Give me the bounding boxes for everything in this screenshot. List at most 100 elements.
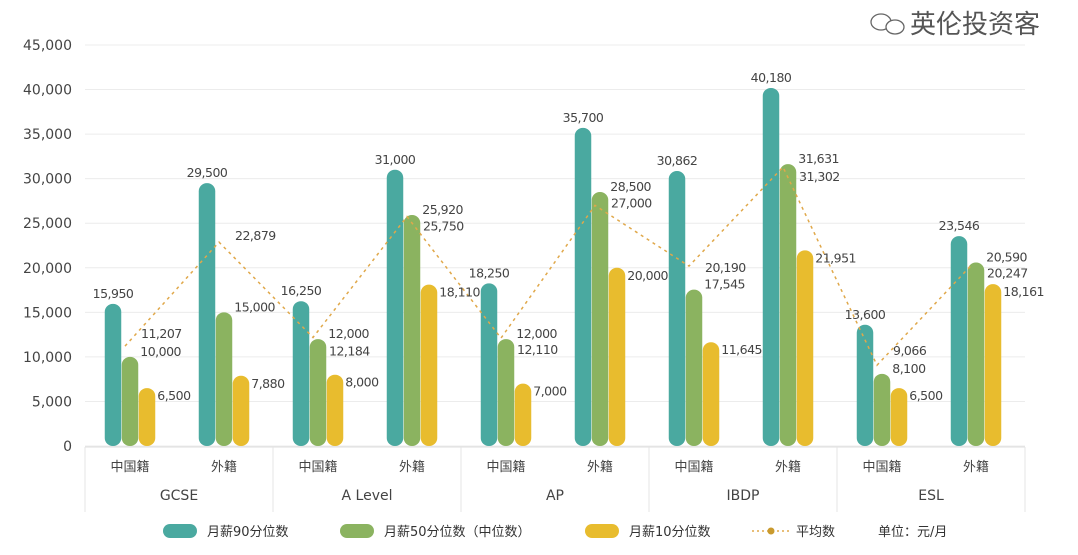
- bar: [967, 262, 985, 446]
- data-label: 40,180: [751, 70, 792, 85]
- data-label: 20,590: [986, 250, 1027, 265]
- data-label: 31,631: [798, 151, 839, 166]
- legend-label: 月薪50分位数（中位数）: [384, 525, 531, 540]
- legend-marker: [767, 527, 775, 535]
- x-category-label: 中国籍: [674, 459, 713, 475]
- bar: [104, 303, 122, 446]
- bar: [497, 339, 515, 446]
- data-label: 12,000: [516, 326, 557, 341]
- y-tick-label: 20,000: [23, 261, 72, 277]
- data-label: 7,000: [533, 384, 567, 399]
- data-label: 16,250: [281, 283, 322, 298]
- data-label: 11,645: [721, 342, 762, 357]
- x-group-label: A Level: [342, 488, 393, 504]
- average-label: 12,184: [329, 343, 370, 358]
- data-label: 23,546: [939, 218, 980, 233]
- average-label: 12,110: [517, 342, 558, 357]
- x-category-label: 外籍: [963, 459, 989, 475]
- x-category-label: 中国籍: [486, 459, 525, 475]
- bar: [403, 215, 421, 446]
- y-tick-label: 35,000: [23, 127, 72, 143]
- y-tick-label: 15,000: [23, 305, 72, 321]
- data-label: 28,500: [610, 179, 651, 194]
- bar: [480, 283, 498, 446]
- average-label: 27,000: [611, 195, 652, 210]
- legend-swatch: [340, 524, 374, 538]
- x-category-label: 外籍: [211, 459, 237, 475]
- y-tick-label: 45,000: [23, 38, 72, 54]
- data-label: 31,000: [375, 152, 416, 167]
- data-label: 13,600: [845, 307, 886, 322]
- legend-label: 月薪10分位数: [629, 525, 711, 540]
- bar: [873, 373, 891, 446]
- bar: [779, 164, 797, 447]
- bar: [685, 289, 703, 446]
- data-label: 35,700: [563, 110, 604, 125]
- data-label: 15,000: [234, 299, 275, 314]
- bar: [121, 356, 139, 446]
- bar: [856, 324, 874, 446]
- watermark: 英伦投资客: [870, 10, 1040, 40]
- data-label: 18,110: [439, 285, 480, 300]
- data-label: 17,545: [704, 277, 745, 292]
- watermark-text: 英伦投资客: [910, 10, 1040, 40]
- average-label: 11,207: [141, 326, 182, 341]
- bar: [326, 374, 344, 446]
- bar: [514, 383, 532, 446]
- x-category-label: 中国籍: [862, 459, 901, 475]
- y-tick-label: 25,000: [23, 216, 72, 232]
- data-label: 18,250: [469, 265, 510, 280]
- bar: [702, 342, 720, 446]
- x-category-label: 中国籍: [298, 459, 337, 475]
- x-group-label: ESL: [918, 488, 944, 504]
- average-label: 31,302: [799, 169, 840, 184]
- x-category-label: 外籍: [587, 459, 613, 475]
- bar: [762, 87, 780, 447]
- bar: [386, 169, 404, 446]
- x-group-label: AP: [546, 488, 564, 504]
- bar: [138, 388, 156, 446]
- wechat-icon: [870, 13, 905, 35]
- bar: [420, 284, 438, 446]
- y-tick-label: 0: [63, 439, 72, 455]
- average-label: 9,066: [893, 343, 927, 358]
- bar: [292, 301, 310, 446]
- y-tick-label: 40,000: [23, 83, 72, 99]
- bar: [668, 170, 686, 446]
- legend-label: 月薪90分位数: [207, 525, 289, 540]
- y-tick-label: 30,000: [23, 172, 72, 188]
- data-label: 29,500: [187, 165, 228, 180]
- bar: [309, 339, 327, 446]
- x-group-label: IBDP: [727, 488, 760, 504]
- bar: [198, 183, 216, 446]
- data-label: 7,880: [251, 376, 285, 391]
- data-label: 12,000: [328, 326, 369, 341]
- average-label: 25,750: [423, 219, 464, 234]
- data-label: 8,100: [892, 361, 926, 376]
- unit-note: 单位：元/月: [878, 525, 947, 540]
- data-label: 15,950: [93, 286, 134, 301]
- data-label: 30,862: [657, 153, 698, 168]
- bar: [608, 267, 626, 446]
- data-label: 25,920: [422, 202, 463, 217]
- x-group-label: GCSE: [160, 488, 198, 504]
- average-label: 22,879: [235, 228, 276, 243]
- legend-label: 平均数: [796, 525, 835, 540]
- average-label: 20,247: [987, 266, 1028, 281]
- bar: [796, 250, 814, 446]
- average-label: 20,190: [705, 260, 746, 275]
- data-label: 8,000: [345, 375, 379, 390]
- y-tick-label: 5,000: [32, 394, 72, 410]
- bar: [574, 127, 592, 446]
- legend-swatch: [163, 524, 197, 538]
- bar: [232, 375, 250, 446]
- bar: [984, 284, 1002, 446]
- x-category-label: 外籍: [399, 459, 425, 475]
- x-category-label: 中国籍: [110, 459, 149, 475]
- data-label: 18,161: [1003, 284, 1044, 299]
- data-label: 20,000: [627, 268, 668, 283]
- data-label: 6,500: [909, 388, 943, 403]
- data-label: 10,000: [140, 344, 181, 359]
- bar: [591, 192, 609, 446]
